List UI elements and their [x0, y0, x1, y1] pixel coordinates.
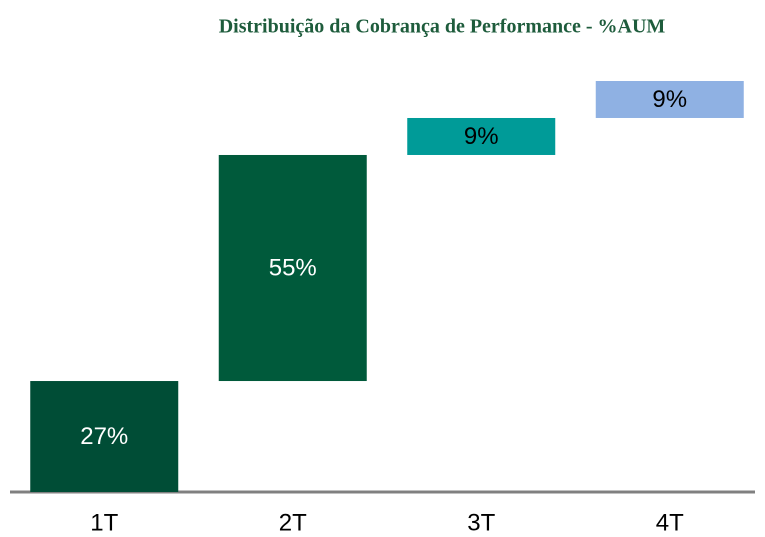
- bar: [407, 117, 556, 155]
- bar: [30, 381, 179, 492]
- x-tick-label: 3T: [467, 509, 495, 536]
- x-tick-label: 2T: [279, 509, 307, 536]
- x-tick-label: 4T: [656, 509, 684, 536]
- chart-title: Distribuição da Cobrança de Performance …: [219, 16, 666, 38]
- value-label: 55%: [269, 254, 317, 281]
- x-tick-label: 1T: [90, 509, 118, 536]
- value-label: 9%: [652, 86, 687, 113]
- value-label: 27%: [80, 423, 128, 450]
- bar: [218, 154, 367, 382]
- value-label: 9%: [464, 123, 499, 150]
- bar: [595, 81, 744, 118]
